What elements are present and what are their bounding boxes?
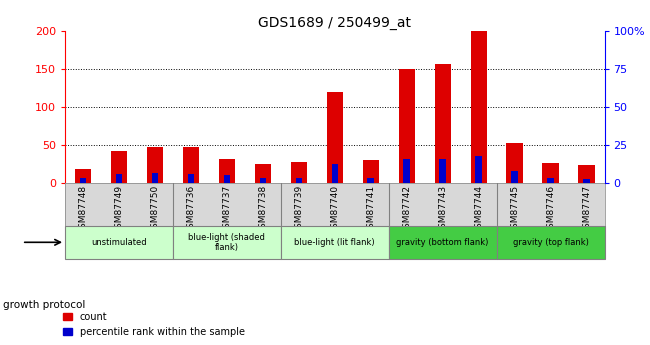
- Bar: [255, 164, 271, 183]
- Bar: [512, 171, 518, 183]
- Text: GSM87738: GSM87738: [258, 185, 267, 234]
- FancyBboxPatch shape: [281, 226, 389, 259]
- Bar: [327, 92, 343, 183]
- Bar: [475, 156, 482, 183]
- Text: GSM87747: GSM87747: [582, 185, 591, 234]
- FancyBboxPatch shape: [173, 226, 281, 259]
- Text: GSM87746: GSM87746: [546, 185, 555, 234]
- Bar: [332, 164, 338, 183]
- Bar: [547, 178, 554, 183]
- Text: blue-light (shaded
flank): blue-light (shaded flank): [188, 233, 265, 252]
- Bar: [404, 159, 410, 183]
- FancyBboxPatch shape: [497, 226, 604, 259]
- Bar: [116, 174, 122, 183]
- Bar: [363, 160, 379, 183]
- Text: GSM87736: GSM87736: [187, 185, 196, 234]
- Text: GSM87742: GSM87742: [402, 185, 411, 234]
- Bar: [291, 162, 307, 183]
- Bar: [435, 64, 450, 183]
- Bar: [296, 178, 302, 183]
- Text: unstimulated: unstimulated: [91, 238, 147, 247]
- Legend: count, percentile rank within the sample: count, percentile rank within the sample: [63, 312, 245, 337]
- FancyBboxPatch shape: [389, 226, 497, 259]
- Text: GSM87741: GSM87741: [366, 185, 375, 234]
- Text: GSM87740: GSM87740: [330, 185, 339, 234]
- Bar: [506, 144, 523, 183]
- Bar: [471, 31, 487, 183]
- Bar: [367, 178, 374, 183]
- Bar: [439, 159, 446, 183]
- Text: growth protocol: growth protocol: [3, 300, 86, 310]
- Bar: [147, 147, 163, 183]
- FancyBboxPatch shape: [65, 226, 173, 259]
- Text: GSM87749: GSM87749: [114, 185, 124, 234]
- Bar: [224, 175, 230, 183]
- Text: gravity (top flank): gravity (top flank): [513, 238, 588, 247]
- Bar: [111, 151, 127, 183]
- Text: GSM87750: GSM87750: [150, 185, 159, 234]
- Bar: [543, 163, 558, 183]
- Text: GSM87744: GSM87744: [474, 185, 483, 234]
- Bar: [183, 147, 199, 183]
- Text: GSM87743: GSM87743: [438, 185, 447, 234]
- Bar: [219, 159, 235, 183]
- Bar: [188, 174, 194, 183]
- Text: GSM87745: GSM87745: [510, 185, 519, 234]
- Bar: [583, 179, 590, 183]
- Bar: [80, 178, 86, 183]
- Bar: [578, 165, 595, 183]
- Bar: [259, 178, 266, 183]
- Bar: [398, 69, 415, 183]
- Bar: [151, 173, 158, 183]
- Bar: [75, 169, 91, 183]
- Text: GSM87748: GSM87748: [79, 185, 88, 234]
- Title: GDS1689 / 250499_at: GDS1689 / 250499_at: [258, 16, 411, 30]
- Text: gravity (bottom flank): gravity (bottom flank): [396, 238, 489, 247]
- Text: GSM87737: GSM87737: [222, 185, 231, 234]
- Text: GSM87739: GSM87739: [294, 185, 304, 234]
- Text: blue-light (lit flank): blue-light (lit flank): [294, 238, 375, 247]
